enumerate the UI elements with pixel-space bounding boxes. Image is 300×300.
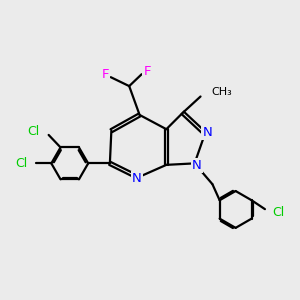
Text: Cl: Cl [15, 157, 28, 170]
Text: N: N [202, 126, 212, 139]
Text: Cl: Cl [272, 206, 285, 219]
Text: F: F [102, 68, 109, 81]
Text: Cl: Cl [27, 125, 39, 139]
Text: N: N [132, 172, 142, 185]
Text: F: F [143, 65, 151, 78]
Text: CH₃: CH₃ [211, 87, 232, 97]
Text: N: N [192, 159, 202, 172]
